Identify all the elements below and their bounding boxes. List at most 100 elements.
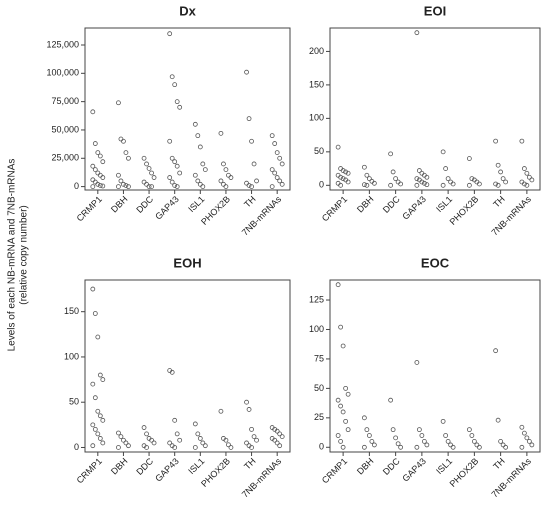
point bbox=[519, 444, 525, 450]
point bbox=[169, 369, 175, 375]
point bbox=[123, 440, 129, 446]
point bbox=[371, 442, 377, 448]
y-tick-label: 50 bbox=[314, 146, 324, 156]
point bbox=[361, 444, 367, 450]
y-tick-label: 125 bbox=[309, 294, 324, 304]
point bbox=[126, 155, 131, 161]
point bbox=[424, 442, 430, 448]
point bbox=[177, 437, 183, 443]
point bbox=[116, 184, 121, 190]
point bbox=[249, 138, 254, 144]
point bbox=[414, 444, 420, 450]
x-tick-label: DBH bbox=[355, 456, 376, 477]
point bbox=[167, 138, 173, 144]
point bbox=[388, 397, 394, 403]
point bbox=[218, 130, 224, 136]
point bbox=[521, 430, 527, 436]
point bbox=[495, 182, 501, 188]
x-tick-label: DBH bbox=[109, 194, 130, 215]
point bbox=[526, 174, 532, 180]
point bbox=[335, 433, 341, 438]
plot-frame bbox=[84, 279, 291, 453]
point bbox=[167, 31, 173, 37]
point bbox=[169, 155, 175, 161]
point bbox=[97, 183, 103, 188]
point bbox=[116, 172, 121, 178]
x-tick-label: ISL1 bbox=[434, 194, 454, 214]
point bbox=[90, 177, 96, 183]
point bbox=[361, 164, 367, 170]
point bbox=[493, 348, 499, 354]
point bbox=[335, 282, 341, 288]
x-tick-label: ISL1 bbox=[186, 194, 206, 214]
point bbox=[195, 431, 201, 437]
point bbox=[90, 109, 96, 115]
point bbox=[398, 444, 404, 450]
point bbox=[274, 440, 280, 446]
point bbox=[90, 422, 96, 428]
point bbox=[340, 444, 346, 450]
point bbox=[144, 161, 149, 167]
point bbox=[95, 170, 101, 176]
x-tick-label: DBH bbox=[109, 456, 130, 477]
point bbox=[244, 180, 249, 186]
point bbox=[221, 161, 226, 167]
point bbox=[338, 182, 344, 188]
y-axis-label: (relative copy number) bbox=[19, 205, 30, 304]
point bbox=[167, 440, 173, 446]
point bbox=[249, 445, 254, 450]
point bbox=[123, 183, 129, 188]
point bbox=[249, 184, 254, 190]
point bbox=[493, 138, 499, 144]
point bbox=[116, 430, 121, 436]
point bbox=[364, 182, 370, 188]
point bbox=[95, 181, 101, 187]
point bbox=[500, 176, 506, 182]
y-tick-label: 50 bbox=[314, 383, 324, 393]
point bbox=[338, 403, 344, 409]
point bbox=[121, 181, 126, 187]
chart-title: Dx bbox=[179, 3, 196, 18]
point bbox=[192, 421, 198, 427]
point bbox=[123, 150, 129, 156]
point bbox=[279, 181, 285, 187]
point bbox=[167, 175, 173, 180]
x-tick-label: ISL1 bbox=[434, 456, 454, 476]
x-tick-label: ISL1 bbox=[186, 456, 206, 476]
point bbox=[440, 418, 446, 424]
point bbox=[390, 427, 396, 433]
point bbox=[393, 176, 399, 182]
point bbox=[192, 121, 198, 127]
point bbox=[529, 442, 535, 448]
point bbox=[92, 395, 98, 401]
point bbox=[246, 116, 252, 122]
point bbox=[421, 180, 427, 186]
x-tick-label: GAP43 bbox=[153, 456, 181, 484]
point bbox=[97, 436, 103, 441]
point bbox=[100, 377, 106, 382]
point bbox=[121, 138, 126, 144]
point bbox=[95, 334, 101, 340]
point bbox=[126, 184, 131, 190]
point bbox=[421, 438, 427, 444]
point bbox=[466, 427, 472, 433]
point bbox=[524, 182, 530, 188]
y-tick-label: 0 bbox=[74, 442, 79, 452]
x-tick-label: GAP43 bbox=[400, 456, 428, 484]
point bbox=[443, 166, 449, 171]
point bbox=[144, 181, 149, 187]
x-tick-label: CRMP1 bbox=[75, 194, 104, 223]
x-tick-label: DDC bbox=[381, 456, 402, 477]
x-tick-label: PHOX2B bbox=[448, 456, 481, 489]
point bbox=[474, 442, 480, 448]
point bbox=[424, 174, 430, 180]
point bbox=[503, 444, 509, 450]
point bbox=[202, 167, 208, 173]
point bbox=[197, 181, 203, 187]
y-tick-label: 100,000 bbox=[46, 68, 79, 78]
point bbox=[90, 163, 96, 169]
point bbox=[338, 174, 344, 180]
point bbox=[471, 438, 477, 444]
point bbox=[366, 433, 372, 438]
